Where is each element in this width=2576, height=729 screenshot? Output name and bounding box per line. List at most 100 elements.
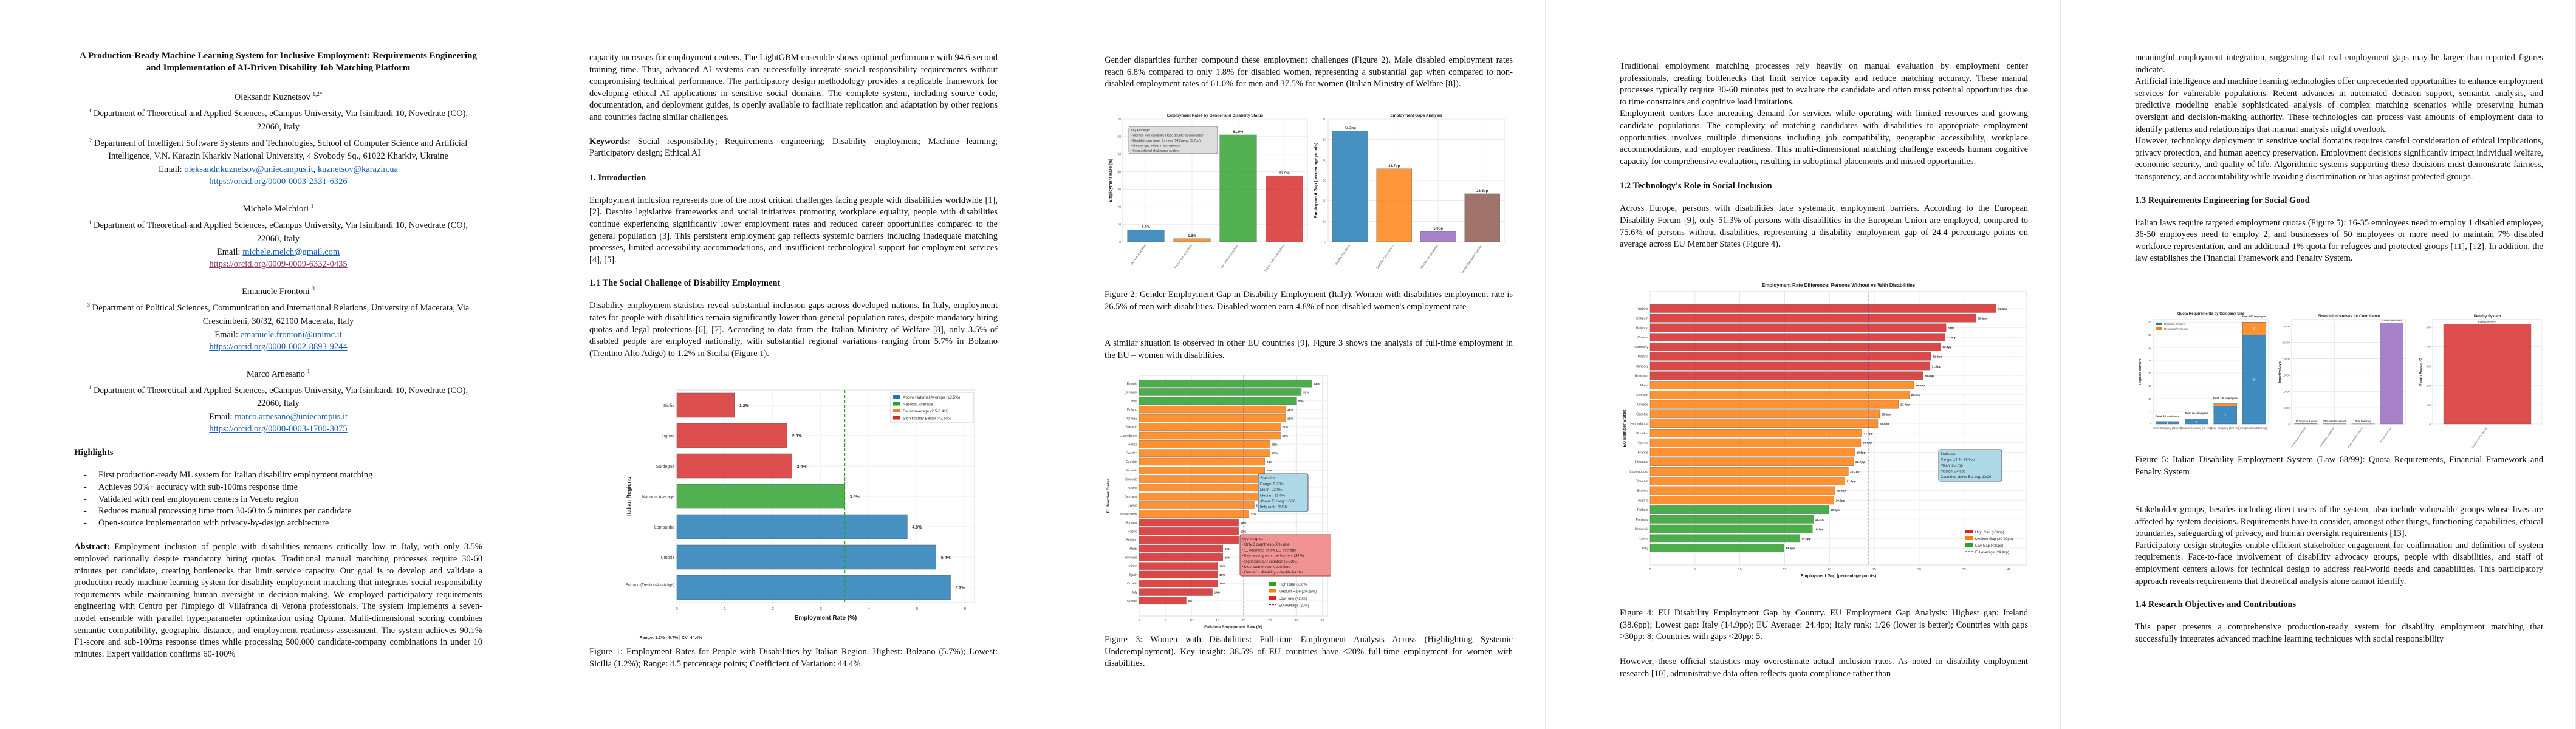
statistics-line: Statistics: [1260, 476, 1276, 481]
x-tick-label: 40 [2007, 568, 2010, 572]
segment-label: 35 [2253, 378, 2256, 382]
bar [1139, 414, 1286, 422]
email-link[interactable]: marco.arnesano@uniecampus.it [235, 412, 348, 422]
bar-segment [2156, 421, 2179, 425]
section-heading-1-3: 1.3 Requirements Engineering for Social … [2135, 195, 2310, 205]
bar [1139, 527, 1239, 535]
x-tick-label: Large Company (100 emp) [2210, 426, 2241, 430]
bar-value-label: 20.5pp [1836, 499, 1845, 502]
bar [1139, 423, 1281, 431]
orcid-link[interactable]: https://orcid.org/0000-0003-1700-3075 [209, 424, 348, 434]
legend-label: Medium Gap (20-29pp) [1975, 538, 2013, 541]
bar [1139, 457, 1265, 466]
bar-value-label: 18.2pp [1815, 518, 1824, 522]
highlight-item: First production-ready ML system for Ita… [74, 470, 482, 482]
bar [1649, 400, 1899, 409]
legend-label: High Rate (≥30%) [1279, 583, 1308, 587]
bar-segment [2242, 321, 2266, 335]
bar-value-label: 28% [1287, 408, 1293, 412]
bar-value-label: 61.0% [1233, 131, 1244, 134]
bar [1649, 361, 1930, 371]
y-tick-label: France [1128, 443, 1137, 447]
bar-value-label: 2.4% [797, 465, 807, 469]
y-tick-label: Netherlands [1630, 422, 1648, 426]
x-tick-label: Disability Gap (Women) [1375, 244, 1395, 269]
bar [1127, 230, 1165, 242]
total-label: Total: 40 employees [2185, 412, 2208, 415]
author-name: Marco Arnesano [246, 369, 306, 379]
x-tick-label: 10 [1738, 568, 1742, 572]
quota-paragraph: Italian laws require targeted employment… [2135, 217, 2543, 264]
email-link[interactable]: kuznetsov@karazin.ua [317, 165, 398, 175]
bar-value-label: 3.5% [850, 495, 860, 499]
bar-value-label: 16% [1225, 556, 1231, 560]
x-tick-label: Gender Gap (Disability) [1420, 244, 1439, 269]
bar-value-label: 16% [1225, 547, 1231, 551]
bar-segment [2242, 334, 2266, 425]
bar [1139, 501, 1255, 509]
page-5: meaningful employment integration, sugge… [2061, 0, 2576, 729]
bar-value-label: 27% [1283, 434, 1289, 438]
y-tick-label: Romania [1125, 556, 1137, 560]
y-tick-label: Luxembourg [1629, 470, 1648, 474]
keywords: Keywords: Social responsibility; Require… [589, 136, 998, 160]
affiliation-text: Department of Political Sciences, Commun… [92, 303, 470, 326]
y-tick-label: Latvia [1129, 400, 1137, 403]
highlights-list: First production-ready ML system for Ita… [74, 470, 482, 529]
y-tick-label: 70 [1117, 118, 1121, 122]
ai-paragraph: Artificial intelligence and machine lear… [2135, 77, 2543, 134]
statistics-line: Above EU avg: 16/26 [1260, 499, 1296, 504]
legend-swatch [1965, 543, 1973, 547]
x-tick-label: 20 [1242, 619, 1245, 623]
bar [1219, 134, 1257, 242]
orcid-link[interactable]: https://orcid.org/0009-0009-6332-0435 [209, 259, 348, 270]
affiliation-text: Department of Theoretical and Applied Sc… [93, 385, 468, 409]
y-tick-label: 10 [1117, 223, 1121, 227]
statistics-line: Statistics: [1941, 453, 1956, 456]
x-tick-label: 25 [1872, 568, 1876, 572]
legend-swatch [2156, 323, 2162, 325]
email-label: Email: [209, 412, 235, 422]
bar-value-label: 54.2pp [1345, 127, 1356, 131]
y-tick-label: Slovakia [1636, 432, 1649, 436]
email-link[interactable]: michele.melch@gmail.com [242, 247, 340, 258]
author-block: Oleksandr Kuznetsov 1,2* 1 Department of … [74, 87, 482, 187]
bar [1332, 131, 1368, 242]
y-tick-label: 100 [2426, 403, 2431, 406]
y-tick-label: Romania [1635, 374, 1649, 378]
y-tick-label: Austria [1638, 499, 1649, 502]
orcid-link[interactable]: https://orcid.org/0000-0002-8893-9244 [209, 341, 348, 352]
title-block: A Production-Ready Machine Learning Syst… [74, 50, 482, 660]
bar-value-label: 9% [1188, 600, 1193, 603]
legend-label: Significantly Below (<2.5%) [903, 417, 951, 421]
y-tick-label: Denmark [1635, 528, 1649, 532]
y-axis-label: Employment Rate (%) [1109, 159, 1113, 202]
bar [1376, 168, 1412, 242]
author-affiliation-mark: 3 [312, 286, 315, 292]
y-tick-label: 0 [1324, 241, 1326, 244]
insights-line: • Most women work part-time [1242, 565, 1290, 569]
gender-paragraph: Gender disparities further compound thes… [1105, 55, 1513, 89]
y-tick-label: Netherlands [1120, 513, 1137, 516]
bar-value-label: 32.4pp [1942, 346, 1951, 349]
figure-5-caption: Figure 5: Italian Disability Employment … [2135, 455, 2543, 477]
x-tick-label: Workplace adaptation [2319, 426, 2335, 448]
affiliation-text: Department of Intelligent Software Syste… [94, 138, 468, 162]
email-link[interactable]: emanuele.frontoni@unimc.it [240, 329, 342, 340]
author-affiliation-mark: 1,2* [312, 91, 323, 97]
section-heading-1-2: 1.2 Technology's Role in Social Inclusio… [1620, 181, 1772, 191]
annotation-line: • Intersectional challenges evident [1131, 149, 1180, 153]
bar-value-label: 19.9pp [1831, 508, 1840, 512]
email-link[interactable]: oleksandr.kuznetsov@uniecampus.it [184, 165, 313, 175]
legend-swatch [893, 409, 900, 412]
bar [1139, 405, 1286, 414]
orcid-link[interactable]: https://orcid.org/0000-0003-2331-6326 [209, 177, 348, 187]
x-tick-label: Corporation (500 emp) [2241, 426, 2267, 430]
y-tick-label: 30 [1117, 188, 1121, 191]
x-tick-label: Women without disabilities [1264, 244, 1285, 272]
legend-label: Medium Rate (20-29%) [1279, 590, 1317, 594]
author-name-row: Michele Melchiori 1 [74, 199, 482, 216]
